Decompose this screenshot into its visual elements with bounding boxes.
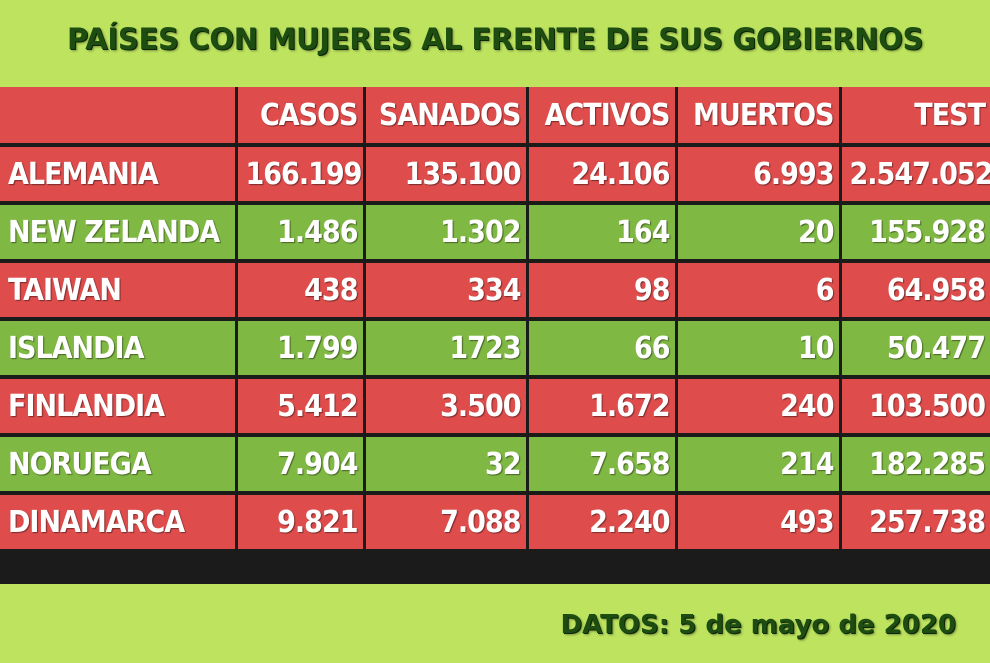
value-cell-sanados: 7.088 [364,493,529,553]
column-header-sanados: SANADOS [364,87,529,147]
country-name-cell: NEW ZELANDA [0,203,238,263]
table-row-taiwan: TAIWAN 438 334 98 6 64.958 [0,261,990,321]
value-cell-sanados: 135.100 [364,145,529,205]
value-cell-test: 103.500 [840,377,990,437]
value-cell-test: 155.928 [840,203,990,263]
value-cell-activos: 7.658 [527,435,678,495]
value-cell-muertos: 493 [676,493,842,553]
value-cell-muertos: 6.993 [676,145,842,205]
header-corner-cell [0,87,238,147]
value-cell-test: 2.547.052 [840,145,990,205]
value-cell-sanados: 3.500 [364,377,529,437]
table-row-alemania: ALEMANIA 166.199 135.100 24.106 6.993 2.547.0… [0,145,990,205]
value-cell-test: 64.958 [840,261,990,321]
data-table: CASOS SANADOS ACTIVOS MUERTOS TEST ALEMANIA 1… [0,87,990,553]
column-header-casos: CASOS [236,87,366,147]
value-cell-casos: 166.199 [236,145,366,205]
data-table-container: CASOS SANADOS ACTIVOS MUERTOS TEST ALEMANIA 1… [0,87,990,584]
value-cell-activos: 2.240 [527,493,678,553]
value-cell-muertos: 214 [676,435,842,495]
value-cell-muertos: 6 [676,261,842,321]
value-cell-activos: 66 [527,319,678,379]
value-cell-muertos: 20 [676,203,842,263]
value-cell-test: 257.738 [840,493,990,553]
chart-title: PAÍSES CON MUJERES AL FRENTE DE SUS GOBI… [66,22,924,56]
country-name-cell: NORUEGA [0,435,238,495]
column-header-muertos: MUERTOS [676,87,842,147]
table-row-islandia: ISLANDIA 1.799 1723 66 10 50.477 [0,319,990,379]
data-date-note: DATOS: 5 de mayo de 2020 [560,610,957,640]
value-cell-test: 50.477 [840,319,990,379]
value-cell-sanados: 32 [364,435,529,495]
column-header-activos: ACTIVOS [527,87,678,147]
value-cell-sanados: 1723 [364,319,529,379]
table-row-new-zelanda: NEW ZELANDA 1.486 1.302 164 20 155.928 [0,203,990,263]
country-name-cell: ALEMANIA [0,145,238,205]
value-cell-muertos: 10 [676,319,842,379]
value-cell-activos: 98 [527,261,678,321]
value-cell-activos: 1.672 [527,377,678,437]
country-name-cell: TAIWAN [0,261,238,321]
table-row-noruega: NORUEGA 7.904 32 7.658 214 182.285 [0,435,990,495]
value-cell-activos: 164 [527,203,678,263]
table-row-finlandia: FINLANDIA 5.412 3.500 1.672 240 103.500 [0,377,990,437]
value-cell-casos: 438 [236,261,366,321]
value-cell-casos: 1.486 [236,203,366,263]
value-cell-casos: 7.904 [236,435,366,495]
value-cell-test: 182.285 [840,435,990,495]
value-cell-muertos: 240 [676,377,842,437]
value-cell-sanados: 334 [364,261,529,321]
table-row-dinamarca: DINAMARCA 9.821 7.088 2.240 493 257.738 [0,493,990,553]
country-name-cell: FINLANDIA [0,377,238,437]
table-header-row: CASOS SANADOS ACTIVOS MUERTOS TEST [0,87,990,147]
table-body: CASOS SANADOS ACTIVOS MUERTOS TEST ALEMANIA 1… [0,87,990,553]
column-header-test: TEST [840,87,990,147]
country-name-cell: ISLANDIA [0,319,238,379]
value-cell-casos: 9.821 [236,493,366,553]
country-name-cell: DINAMARCA [0,493,238,553]
value-cell-casos: 5.412 [236,377,366,437]
value-cell-casos: 1.799 [236,319,366,379]
value-cell-activos: 24.106 [527,145,678,205]
value-cell-sanados: 1.302 [364,203,529,263]
